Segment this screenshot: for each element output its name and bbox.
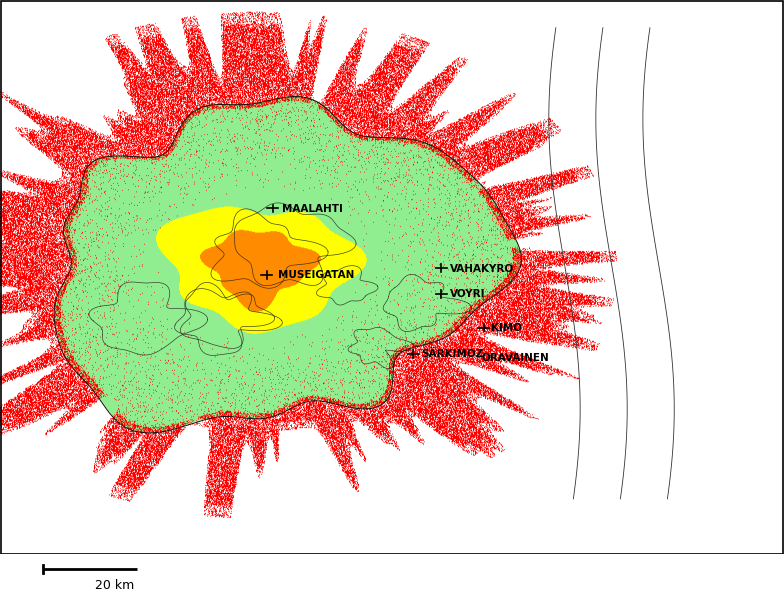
Text: KIMÖ: KIMÖ xyxy=(491,323,522,333)
Text: MAALAHTI: MAALAHTI xyxy=(282,204,343,214)
Text: SÄRKIMOZ: SÄRKIMOZ xyxy=(421,349,483,359)
Text: MUSEIGATAN: MUSEIGATAN xyxy=(278,270,354,280)
Text: 20 km: 20 km xyxy=(95,579,134,592)
Text: ORAVAINEN: ORAVAINEN xyxy=(481,353,549,364)
Text: VAHAKYRO: VAHAKYRO xyxy=(450,263,514,274)
Text: VOYRI: VOYRI xyxy=(450,289,485,299)
